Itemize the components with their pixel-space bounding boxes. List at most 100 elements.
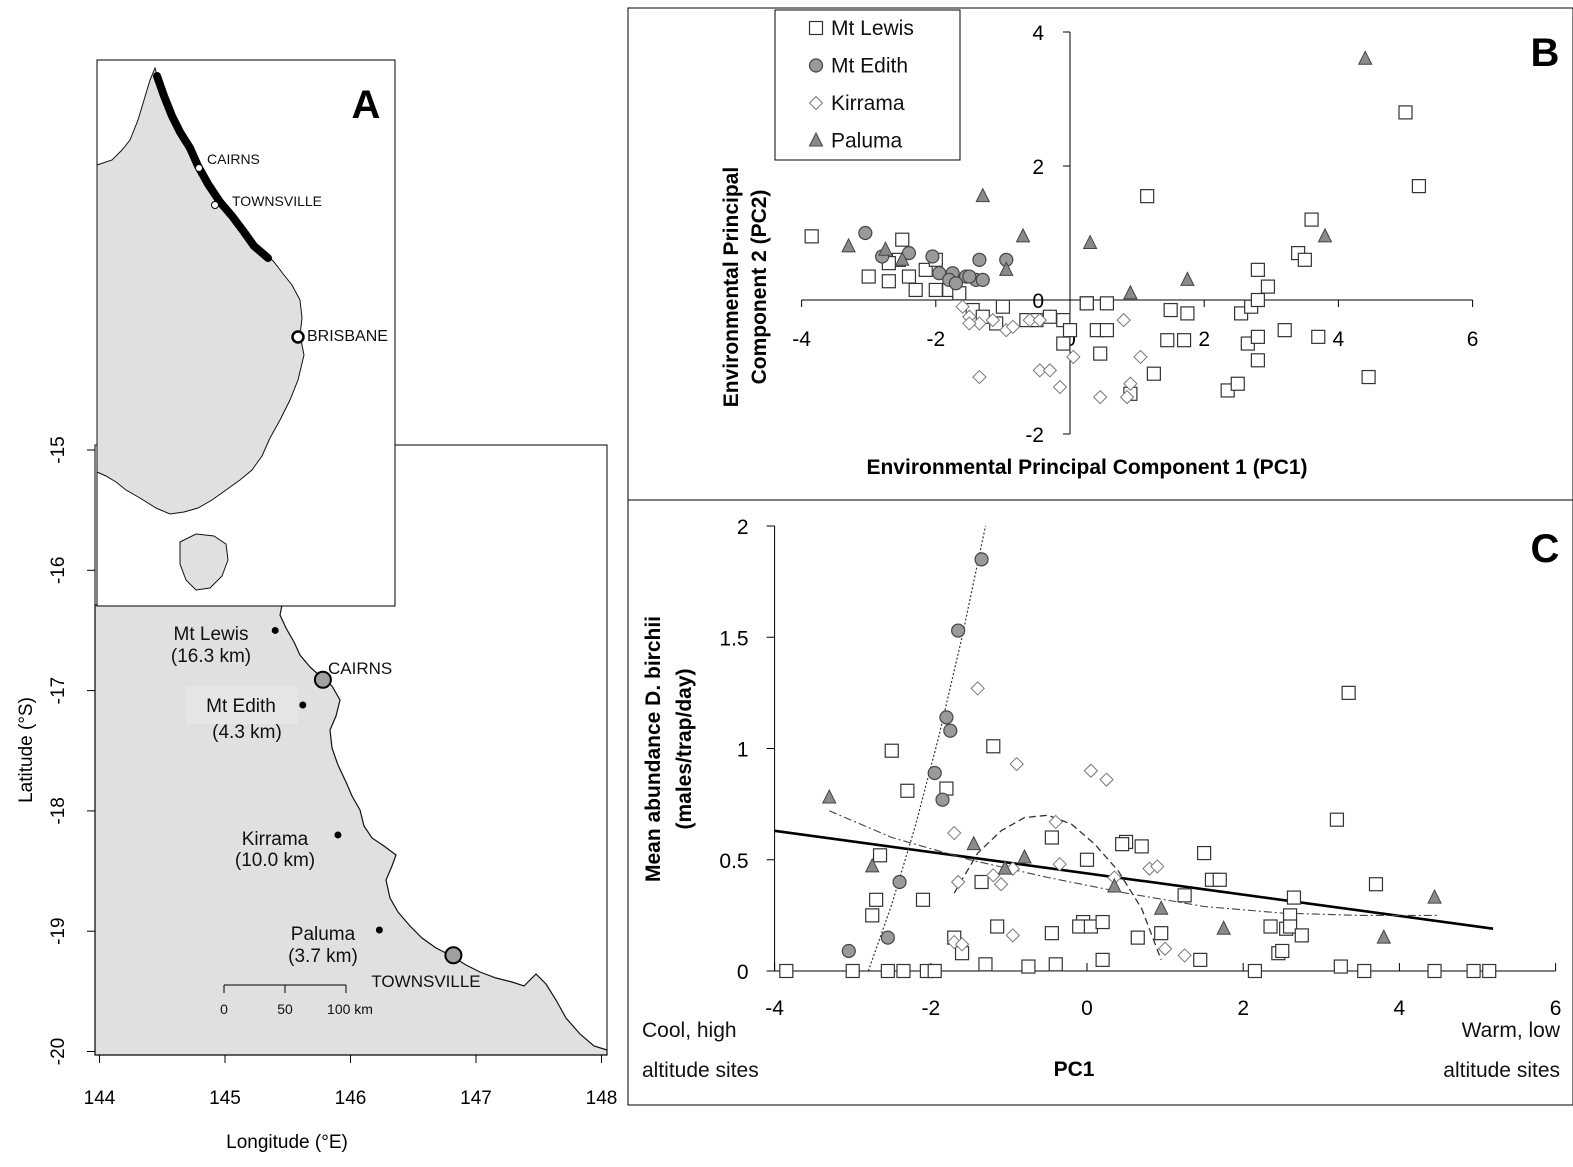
point-c-mt-edith (939, 710, 954, 725)
x-tick-label-a: 148 (586, 1088, 618, 1109)
legend-marker-kirrama (808, 95, 824, 111)
x-tick-label-a: 146 (335, 1088, 367, 1109)
site-point (375, 926, 383, 934)
point-b-kirrama (1092, 389, 1108, 405)
scale-label-50: 50 (277, 1001, 293, 1017)
point-c-mt-lewis (779, 963, 794, 979)
site-distance-label: (3.7 km) (288, 946, 358, 967)
point-b-kirrama (1119, 389, 1135, 405)
fit-lines-c (774, 525, 1494, 972)
point-c-mt-lewis (1286, 890, 1302, 905)
point-c-kirrama (986, 868, 1001, 883)
point-c-paluma (864, 857, 880, 873)
point-c-mt-lewis (1263, 919, 1278, 934)
point-b-mt-lewis (928, 282, 943, 298)
point-b-kirrama (1066, 349, 1081, 365)
point-b-mt-lewis (804, 229, 819, 244)
point-b-mt-lewis (1398, 105, 1413, 120)
point-b-kirrama (1005, 319, 1021, 335)
city-label: CAIRNS (328, 659, 392, 678)
corner-label-left-bottom: altitude sites (642, 1059, 759, 1082)
point-c-kirrama (1005, 928, 1021, 943)
point-c-mt-lewis (865, 908, 880, 923)
point-c-kirrama (954, 937, 970, 952)
city-label: TOWNSVILLE (371, 972, 480, 991)
corner-label-right-top: Warm, low (1462, 1019, 1561, 1042)
point-b-paluma (1082, 234, 1098, 250)
x-tick-label-c: 6 (1550, 997, 1562, 1020)
point-c-paluma (1153, 900, 1169, 915)
x-axis-label-b: Environmental Principal Component 1 (PC1… (866, 456, 1307, 479)
y-tick-label-a: -18 (48, 797, 69, 824)
point-b-paluma (1357, 50, 1373, 65)
point-c-mt-lewis (1341, 685, 1356, 700)
point-b-mt-lewis (1099, 323, 1115, 338)
point-b-mt-edith (972, 252, 987, 267)
point-c-mt-lewis (1197, 845, 1212, 861)
point-c-mt-lewis (1212, 872, 1227, 887)
fit-line-mt-edith (867, 525, 987, 972)
point-b-mt-lewis (861, 269, 876, 284)
point-b-mt-lewis (1230, 376, 1245, 391)
x-tick-label-c: 4 (1394, 997, 1406, 1020)
x-tick-label-b: -2 (926, 328, 945, 351)
x-tick-label-c: 0 (1081, 997, 1093, 1020)
point-c-mt-lewis (1275, 943, 1290, 959)
city-marker (444, 946, 463, 965)
point-b-mt-edith (925, 249, 940, 264)
point-c-mt-edith (943, 723, 958, 738)
point-c-mt-lewis (1466, 963, 1481, 979)
point-b-paluma (894, 251, 910, 266)
city-markers: CAIRNS TOWNSVILLE (313, 659, 481, 991)
point-c-mt-lewis (896, 963, 911, 979)
y-axis-label-a: Latitude (°S) (16, 697, 37, 803)
legend-label-kirrama: Kirrama (831, 92, 905, 115)
point-b-kirrama (962, 316, 977, 331)
point-c-kirrama (970, 681, 985, 696)
points-c (779, 552, 1497, 979)
point-b-mt-lewis (1304, 212, 1319, 227)
point-c-mt-lewis (1482, 963, 1497, 979)
point-c-mt-lewis (978, 957, 993, 972)
point-c-kirrama (1150, 859, 1165, 874)
inset-map: CAIRNS TOWNSVILLE BRISBANE A (96, 59, 396, 607)
point-b-mt-lewis (901, 269, 917, 284)
point-c-mt-lewis (845, 963, 860, 979)
site-point (334, 831, 342, 839)
point-c-mt-edith (927, 765, 942, 781)
point-b-kirrama (1133, 349, 1148, 365)
point-c-mt-lewis (986, 739, 1001, 754)
point-b-kirrama (1116, 312, 1131, 328)
point-c-kirrama (993, 877, 1009, 892)
point-c-mt-edith (880, 930, 895, 945)
y-tick-label-b: 4 (1032, 22, 1044, 45)
y-axis-label-b-line1: Environmental Principal (720, 167, 743, 407)
point-b-mt-lewis (1411, 179, 1427, 194)
point-b-mt-lewis (1146, 366, 1161, 381)
legend-box (774, 9, 961, 161)
point-c-mt-edith (841, 943, 856, 959)
point-b-kirrama (972, 369, 987, 385)
point-c-mt-lewis (1083, 919, 1099, 934)
point-b-mt-lewis (1250, 292, 1265, 308)
panel-letter-c: C (1531, 527, 1560, 571)
inset-cairns-label: CAIRNS (207, 151, 260, 167)
point-b-mt-lewis (1311, 329, 1326, 344)
point-c-mt-lewis (880, 963, 895, 979)
point-c-mt-lewis (1294, 928, 1309, 943)
point-c-mt-lewis (872, 848, 888, 863)
point-c-mt-lewis (1193, 952, 1208, 967)
site-name-label: Mt Lewis (174, 624, 249, 645)
legend-label-mt-edith: Mt Edith (831, 55, 908, 78)
point-b-mt-edith (962, 269, 977, 284)
point-b-mt-lewis (908, 282, 923, 298)
point-b-mt-lewis (1099, 296, 1115, 311)
x-tick-label-c: -2 (921, 997, 940, 1020)
point-b-paluma (1180, 271, 1195, 286)
point-c-mt-lewis (1247, 963, 1263, 979)
legend-label-mt-lewis: Mt Lewis (831, 17, 914, 40)
point-b-kirrama (972, 316, 987, 331)
site-markers (271, 626, 383, 934)
